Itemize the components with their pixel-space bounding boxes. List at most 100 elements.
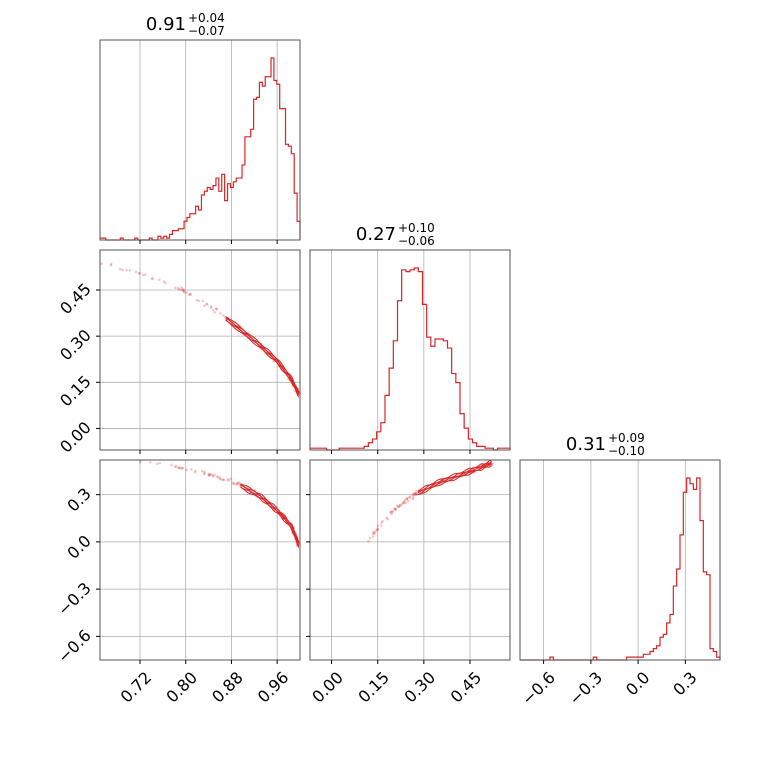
histogram-panel-1: 0.27 +0.10−0.06	[309, 221, 511, 454]
sample-point	[212, 475, 215, 478]
sample-point	[193, 471, 197, 474]
sample-point	[212, 308, 215, 312]
sample-point	[397, 505, 400, 509]
sample-point	[207, 472, 211, 476]
sample-point	[148, 460, 152, 464]
scatter-panel-2-1: 0.00 0.15 0.30 0.45	[306, 459, 511, 707]
sample-point	[376, 524, 380, 528]
sample-point	[219, 311, 222, 315]
sample-point	[109, 262, 113, 266]
sample-point	[218, 477, 222, 481]
sample-point	[406, 496, 409, 500]
sample-point	[221, 478, 225, 482]
sample-point	[405, 498, 408, 501]
sample-point	[118, 267, 122, 271]
sample-point	[374, 529, 378, 533]
sample-point	[415, 492, 418, 496]
param-median: 0.31	[566, 434, 606, 455]
density-contour	[225, 316, 300, 393]
sample-point	[213, 311, 216, 314]
sample-point	[392, 507, 396, 511]
y-tick-label: 0.3	[63, 484, 94, 515]
sample-point	[404, 501, 407, 505]
sample-point	[411, 496, 415, 499]
sample-point	[368, 536, 372, 540]
sample-point	[237, 481, 241, 485]
sample-point	[144, 273, 147, 276]
sample-point	[193, 469, 197, 473]
sample-point	[376, 528, 379, 532]
sample-point	[211, 473, 214, 477]
sample-point	[233, 482, 236, 485]
sample-point	[235, 482, 239, 485]
scatter-panel-1-0: 0.00 0.15 0.30 0.45	[56, 249, 302, 456]
density-contour	[240, 483, 300, 543]
x-tick-label: 0.00	[308, 668, 347, 707]
sample-point	[413, 491, 417, 495]
sample-point	[402, 500, 406, 504]
sample-point	[373, 532, 377, 535]
param-median: 0.27	[356, 224, 396, 245]
sample-point	[381, 519, 384, 523]
y-tick-label: 0.30	[56, 326, 95, 365]
sample-point	[176, 286, 180, 290]
x-tick-label: −0.3	[565, 668, 606, 709]
sample-point	[205, 302, 208, 306]
sample-point	[207, 473, 211, 477]
sample-point	[164, 281, 167, 285]
sample-point	[195, 298, 199, 302]
sample-point	[190, 468, 193, 471]
panel-frame	[99, 249, 301, 451]
sample-point	[393, 507, 397, 511]
x-tick-label: 0.0	[622, 668, 653, 699]
sample-point	[209, 305, 213, 308]
sample-point	[201, 299, 205, 303]
sample-point	[372, 530, 375, 534]
sample-point	[405, 497, 409, 501]
sample-point	[390, 510, 394, 514]
sample-point	[229, 477, 233, 481]
histogram-panel-0: 0.91 +0.04−0.07	[99, 11, 301, 244]
histogram-step	[520, 477, 721, 661]
sample-point	[181, 466, 185, 470]
sample-point	[232, 482, 235, 486]
param-plus: +0.10	[398, 221, 435, 235]
sample-point	[203, 304, 206, 308]
scatter-panel-2-0: 0.72 0.80 0.88 0.96 −0.6 −0.3 0.0 0.3	[54, 459, 301, 707]
sample-point	[180, 466, 184, 470]
sample-point	[125, 268, 128, 272]
density-contour	[240, 483, 300, 544]
sample-point	[100, 262, 103, 265]
sample-point	[128, 268, 132, 272]
sample-point	[389, 510, 392, 514]
sample-point	[403, 499, 407, 502]
sample-point	[182, 289, 185, 292]
sample-point	[397, 505, 401, 508]
sample-point	[184, 291, 188, 294]
sample-point	[200, 469, 204, 473]
sample-point	[197, 299, 201, 303]
sample-point	[178, 466, 181, 469]
sample-point	[220, 478, 223, 481]
sample-point	[372, 531, 376, 535]
sample-point	[391, 510, 395, 513]
param-minus: −0.10	[608, 444, 645, 458]
histogram-step	[310, 267, 511, 451]
sample-point	[213, 473, 216, 477]
sample-point	[400, 502, 404, 506]
y-tick-label: −0.3	[54, 579, 95, 620]
sample-point	[182, 289, 185, 292]
sample-point	[401, 501, 405, 505]
sample-point	[137, 271, 141, 275]
sample-point	[179, 467, 182, 470]
sample-point	[386, 517, 389, 521]
x-tick-label: 0.80	[162, 668, 201, 707]
sample-point	[376, 528, 379, 531]
sample-point	[216, 475, 220, 479]
sample-point	[236, 481, 239, 485]
y-tick-label: 0.45	[56, 279, 95, 318]
sample-point	[394, 507, 398, 510]
param-minus: −0.06	[398, 234, 435, 248]
y-tick-label: 0.15	[56, 372, 95, 411]
